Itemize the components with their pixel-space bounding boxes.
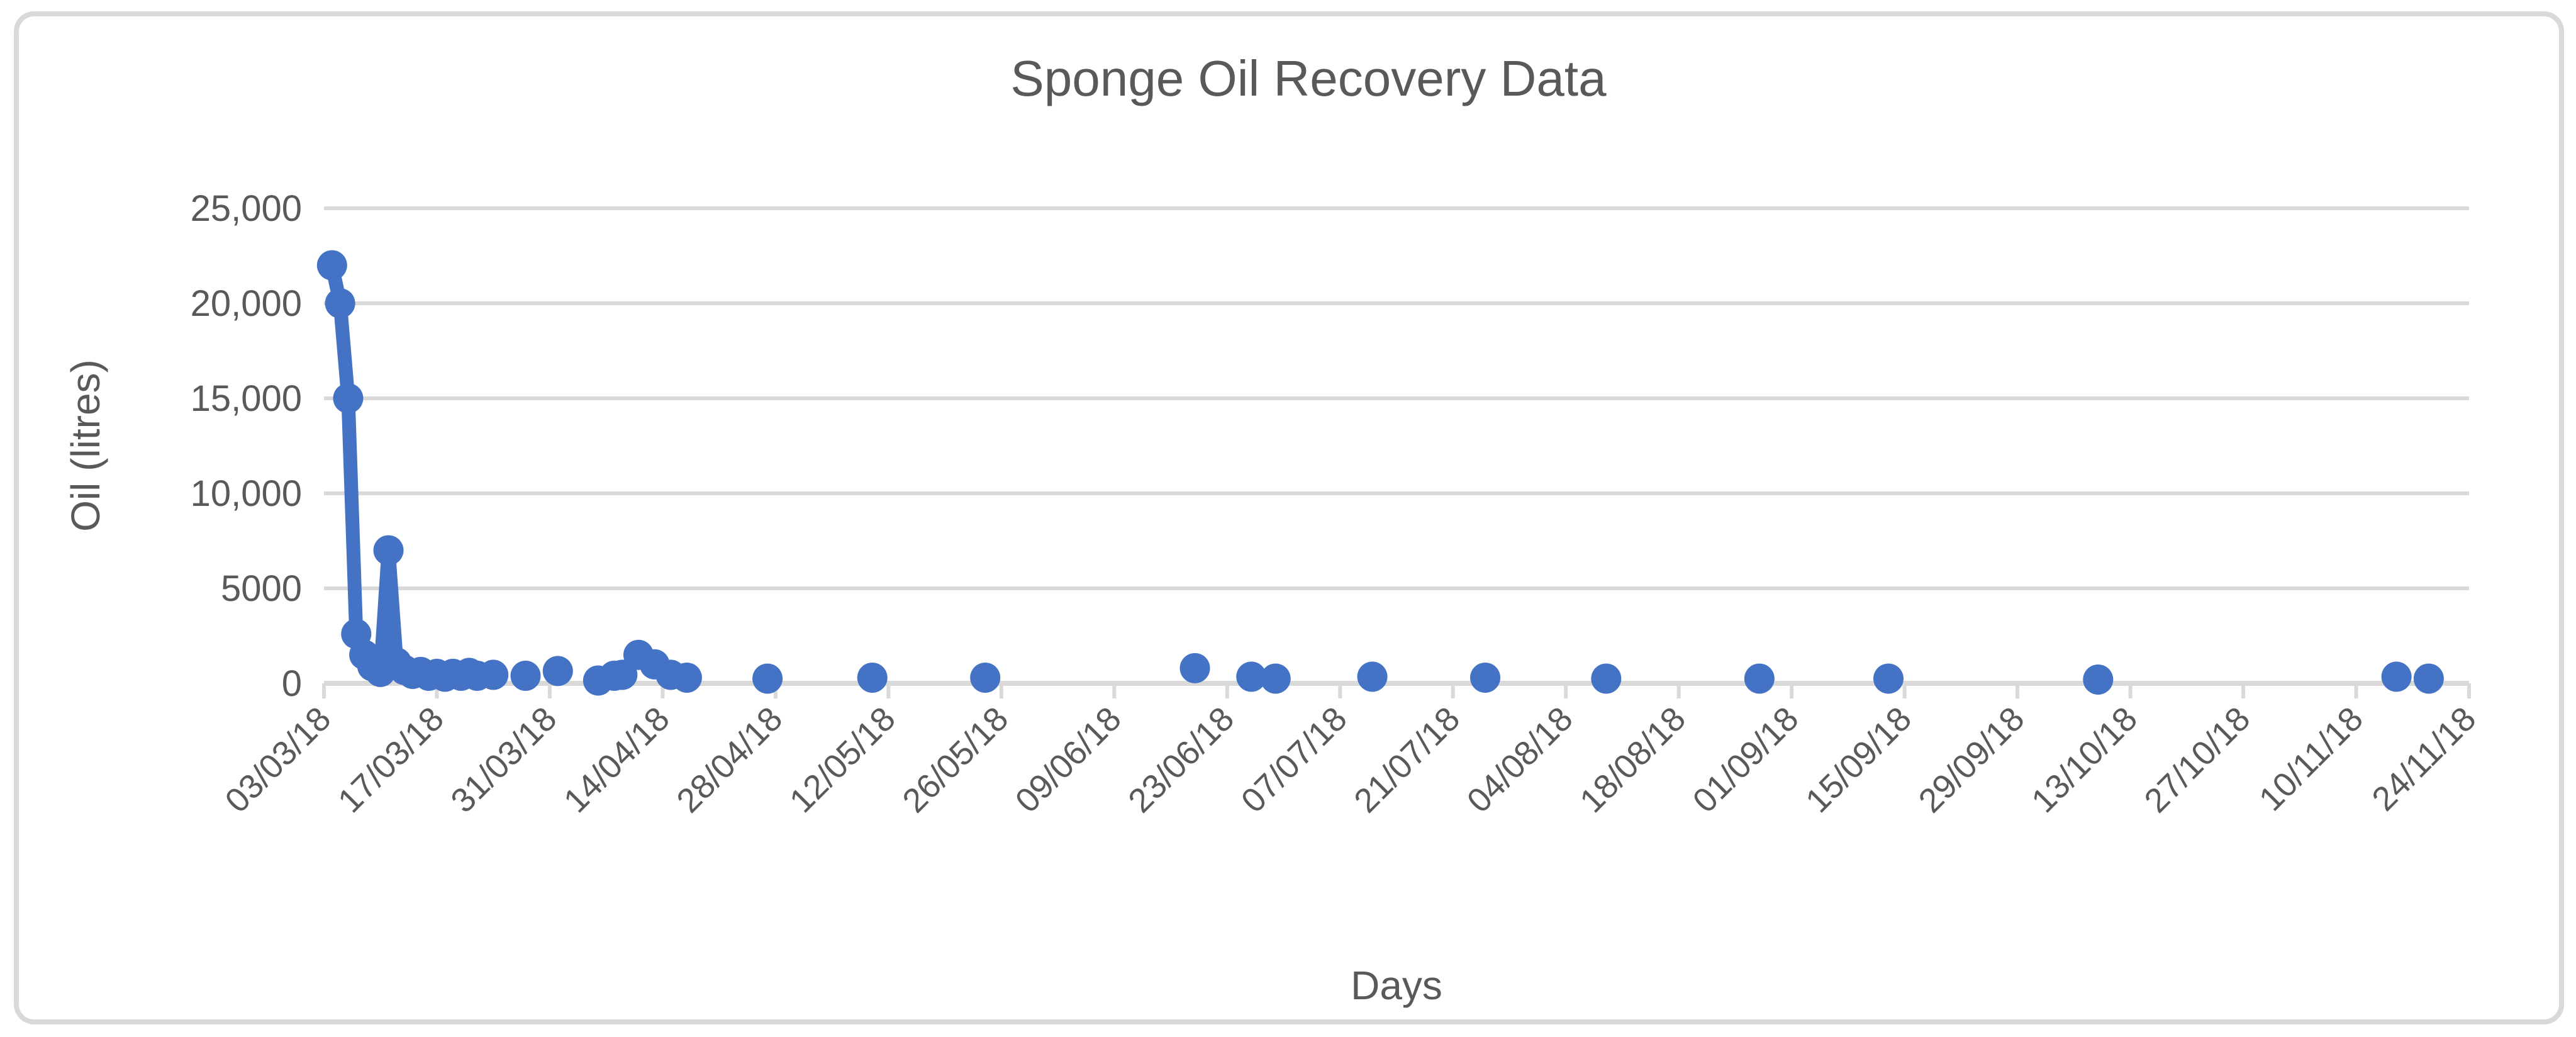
x-tick-label: 14/04/18	[557, 700, 677, 820]
x-tick-label: 03/03/18	[218, 700, 338, 820]
data-point-marker	[325, 288, 355, 318]
x-tick-label: 21/07/18	[1347, 700, 1467, 820]
x-tick-label: 09/06/18	[1008, 700, 1129, 820]
y-axis-title: Oil (litres)	[63, 359, 108, 532]
axis-labels-group: Sponge Oil Recovery Data Days Oil (litre…	[63, 50, 1607, 1008]
data-point-marker	[671, 662, 702, 693]
data-point-marker	[2413, 663, 2444, 694]
data-point-marker	[333, 383, 364, 413]
x-tick-label: 26/05/18	[895, 700, 1015, 820]
data-point-marker	[1591, 663, 1622, 694]
data-point-marker	[510, 660, 541, 691]
data-point-marker	[1236, 661, 1267, 692]
data-point-marker	[857, 662, 888, 693]
data-point-marker	[373, 535, 404, 566]
data-point-marker	[970, 662, 1001, 693]
x-tick-label: 31/03/18	[443, 700, 564, 820]
x-tick-label: 17/03/18	[331, 700, 451, 820]
x-tick-label: 27/10/18	[2137, 700, 2257, 820]
x-axis-group: 03/03/1817/03/1831/03/1814/04/1828/04/18…	[218, 681, 2483, 820]
y-tick-label: 0	[282, 663, 302, 704]
x-tick-label: 12/05/18	[783, 700, 903, 820]
x-tick-label: 01/09/18	[1686, 700, 1806, 820]
y-tick-label: 5000	[221, 568, 302, 609]
data-point-marker	[542, 656, 573, 687]
x-tick-label: 18/08/18	[1573, 700, 1693, 820]
data-point-marker	[1357, 661, 1388, 692]
data-point-marker	[316, 250, 347, 281]
chart-border	[14, 11, 2564, 1024]
data-point-marker	[1873, 663, 1904, 694]
x-tick-label: 24/11/18	[2365, 700, 2483, 818]
x-tick-label: 13/10/18	[2024, 700, 2144, 820]
data-point-marker	[2083, 664, 2114, 695]
data-point-marker	[478, 659, 509, 690]
x-tick-label: 04/08/18	[1460, 700, 1580, 820]
x-tick-label: 23/06/18	[1121, 700, 1241, 820]
x-tick-label: 28/04/18	[669, 700, 789, 820]
y-tick-label: 10,000	[191, 473, 302, 514]
series-line	[325, 258, 501, 684]
x-tick-label: 07/07/18	[1234, 700, 1354, 820]
y-tick-label: 20,000	[191, 283, 302, 324]
series-group	[316, 250, 2444, 696]
data-point-marker	[752, 663, 783, 694]
x-tick-label: 15/09/18	[1798, 700, 1919, 820]
x-axis-title: Days	[1351, 963, 1442, 1008]
data-point-marker	[1260, 663, 1291, 694]
chart-title: Sponge Oil Recovery Data	[1010, 50, 1607, 106]
data-point-marker	[1744, 663, 1775, 694]
data-point-marker	[1470, 662, 1501, 693]
x-tick-label: 29/09/18	[1912, 700, 2032, 820]
x-tick-label: 10/11/18	[2252, 700, 2370, 818]
y-tick-label: 25,000	[191, 188, 302, 229]
gridlines-group: 25,000 20,000 15,000 10,000 5000 0	[191, 188, 2469, 704]
data-point-marker	[2381, 661, 2412, 692]
data-point-marker	[1179, 653, 1210, 683]
y-tick-label: 15,000	[191, 378, 302, 419]
